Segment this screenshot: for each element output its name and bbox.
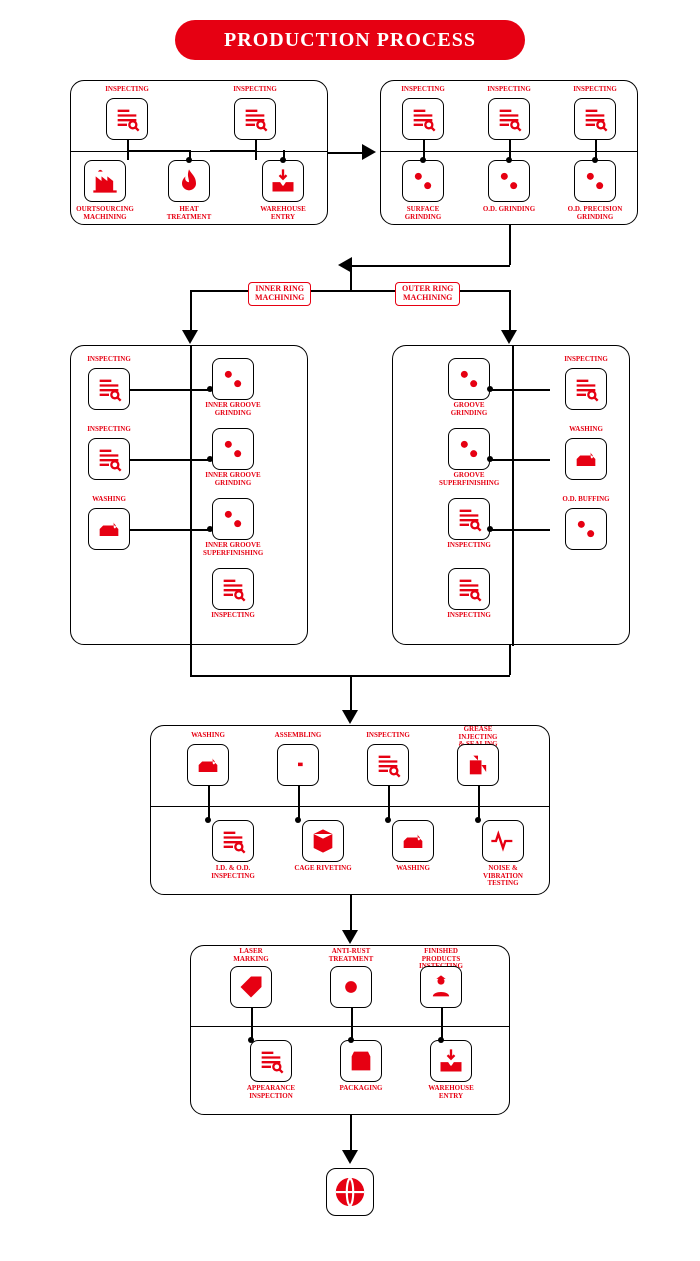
inspect-icon — [106, 98, 148, 140]
node-label: O.D. PRECISION GRINDING — [565, 206, 625, 221]
wave-icon — [482, 820, 524, 862]
box-icon — [340, 1040, 382, 1082]
inbox-icon — [262, 160, 304, 202]
diagram-canvas: PRODUCTION PROCESS INSPECTING INSPECTING… — [0, 0, 700, 1261]
inspect-icon — [402, 98, 444, 140]
inspect-icon — [574, 98, 616, 140]
node-label: GROOVE GRINDING — [439, 402, 499, 417]
node-label: PACKAGING — [331, 1085, 391, 1093]
gears-icon — [448, 428, 490, 470]
inspect-icon — [250, 1040, 292, 1082]
inspect-icon — [212, 568, 254, 610]
inspect-icon — [448, 498, 490, 540]
node-label: WASHING — [383, 865, 443, 873]
node-label: WAREHOUSE ENTRY — [421, 1085, 481, 1100]
inspect-icon — [448, 568, 490, 610]
wash-icon — [565, 438, 607, 480]
inspect-icon — [488, 98, 530, 140]
node-label: INSPECTING — [565, 86, 625, 94]
gears-icon — [402, 160, 444, 202]
node-label: INNER GROOVE GRINDING — [203, 402, 263, 417]
node-label: I.D. & O.D. INSPECTING — [203, 865, 263, 880]
globe-icon — [326, 1168, 374, 1216]
node-label: INSPECTING — [97, 86, 157, 94]
sun-icon — [330, 966, 372, 1008]
node-label: SURFACE GRINDING — [393, 206, 453, 221]
node-label: O.D. GRINDING — [479, 206, 539, 214]
wash-icon — [187, 744, 229, 786]
node-label: INNER GROOVE SUPERFINISHING — [203, 542, 263, 557]
inspect-icon — [212, 820, 254, 862]
gears-icon — [212, 358, 254, 400]
node-label: ANTI-RUST TREATMENT — [321, 948, 381, 963]
node-label: ASSEMBLING — [268, 732, 328, 740]
node-label: WASHING — [79, 496, 139, 504]
gears-icon — [574, 160, 616, 202]
node-label: INSPECTING — [203, 612, 263, 620]
node-label: LASER MARKING — [221, 948, 281, 963]
node-label: WASHING — [556, 426, 616, 434]
node-label: INSPECTING — [393, 86, 453, 94]
node-label: INSPECTING — [439, 542, 499, 550]
node-label: INSPECTING — [225, 86, 285, 94]
node-label: WASHING — [178, 732, 238, 740]
node-label: O.D. BUFFING — [556, 496, 616, 504]
gears-icon — [212, 428, 254, 470]
gears-icon — [565, 508, 607, 550]
inspect-icon — [88, 368, 130, 410]
inspect-icon — [88, 438, 130, 480]
wash-icon — [392, 820, 434, 862]
gears-icon — [488, 160, 530, 202]
inspect-icon — [234, 98, 276, 140]
wash-icon — [88, 508, 130, 550]
crane-icon — [277, 744, 319, 786]
node-label: NOISE & VIBRATION TESTING — [473, 865, 533, 888]
pump-icon — [457, 744, 499, 786]
node-label: INSPECTING — [358, 732, 418, 740]
gears-icon — [448, 358, 490, 400]
inbox-icon — [430, 1040, 472, 1082]
node-label: INSPECTING — [79, 356, 139, 364]
node-label: INSPECTING — [479, 86, 539, 94]
tag-icon — [230, 966, 272, 1008]
gears-icon — [212, 498, 254, 540]
factory-icon — [84, 160, 126, 202]
flame-icon — [168, 160, 210, 202]
node-label: INNER GROOVE GRINDING — [203, 472, 263, 487]
node-label: INSPECTING — [79, 426, 139, 434]
node-label: APPEARANCE INSPECTION — [241, 1085, 301, 1100]
branch-outer-label: OUTER RING MACHINING — [395, 282, 460, 306]
inspect-icon — [367, 744, 409, 786]
node-label: CAGE RIVETING — [293, 865, 353, 873]
branch-inner-label: INNER RING MACHINING — [248, 282, 311, 306]
cube-icon — [302, 820, 344, 862]
node-label: INSPECTING — [556, 356, 616, 364]
node-label: WAREHOUSE ENTRY — [253, 206, 313, 221]
node-label: GROOVE SUPERFINISHING — [439, 472, 499, 487]
title-banner: PRODUCTION PROCESS — [175, 20, 525, 60]
node-label: HEAT TREATMENT — [159, 206, 219, 221]
officer-icon — [420, 966, 462, 1008]
node-label: INSPECTING — [439, 612, 499, 620]
inspect-icon — [565, 368, 607, 410]
node-label: OURTSOURCING MACHINING — [75, 206, 135, 221]
